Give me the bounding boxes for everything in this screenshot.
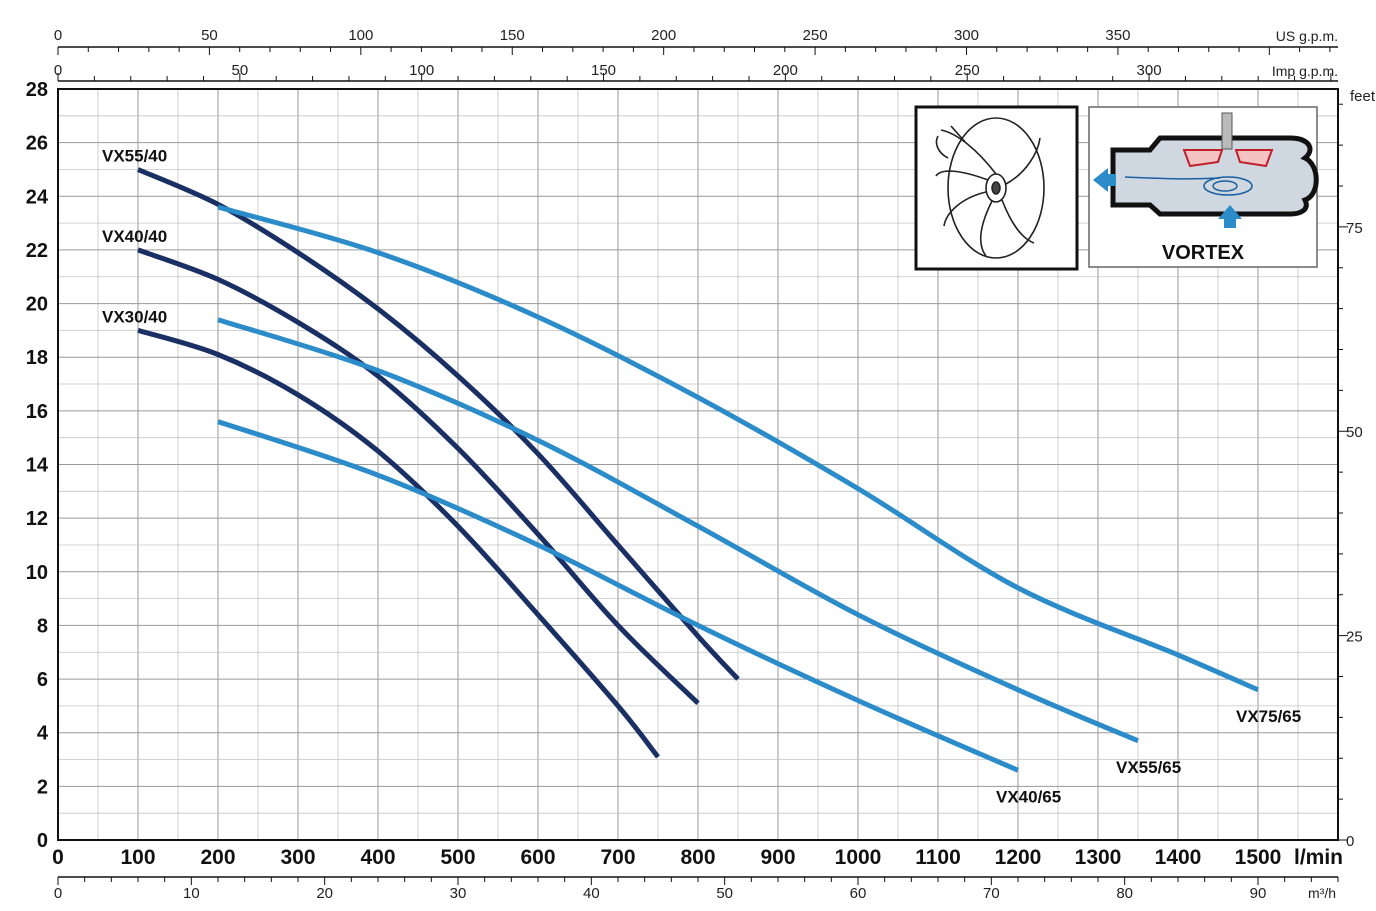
- imp-tick-label: 50: [231, 62, 248, 79]
- y-tick-label: 14: [26, 455, 49, 477]
- y-tick-label: 22: [26, 240, 48, 262]
- x-tick-label: 800: [680, 846, 715, 869]
- curve-vx55-40: [137, 167, 740, 681]
- x-tick-label: 1200: [995, 846, 1042, 869]
- m3h-tick-label: 10: [183, 885, 200, 902]
- y-tick-label: 24: [26, 186, 49, 208]
- x-tick-label: 400: [360, 846, 395, 869]
- y-tick-label: 16: [26, 401, 48, 423]
- m3h-tick-label: 40: [583, 885, 600, 902]
- series-label-vx75-65: VX75/65: [1236, 707, 1301, 726]
- impeller-inset: [914, 105, 1079, 271]
- y-tick-label: 18: [26, 347, 48, 369]
- impeller-icon: [935, 117, 1045, 259]
- series-label-vx55-40: VX55/40: [102, 146, 167, 165]
- plot-frame: [57, 88, 1339, 841]
- y-tick-label: 12: [26, 508, 48, 530]
- curve-vx40-65: [217, 419, 1020, 773]
- curves: [137, 167, 1259, 773]
- m3h-tick-label: 50: [716, 885, 733, 902]
- feet-tick-label: 50: [1346, 424, 1363, 441]
- y-tick-label: 0: [37, 830, 48, 852]
- series-label-vx40-65: VX40/65: [996, 787, 1061, 806]
- y-tick-label: 28: [26, 79, 48, 101]
- vortex-pump-icon: [1093, 112, 1319, 228]
- y-tick-label: 2: [37, 776, 48, 798]
- us-tick-label: 250: [803, 27, 828, 44]
- y-tick-label: 6: [37, 669, 48, 691]
- imp-tick-label: 300: [1137, 62, 1162, 79]
- x-tick-label: 700: [600, 846, 635, 869]
- imp-tick-label: 150: [591, 62, 616, 79]
- imp-tick-label: 0: [54, 62, 62, 79]
- us-tick-label: 200: [651, 27, 676, 44]
- us-tick-label: 350: [1105, 27, 1130, 44]
- curve-vx75-65: [217, 204, 1259, 693]
- feet-tick-label: 0: [1346, 833, 1354, 850]
- m3h-axis-label: m³/h: [1308, 885, 1336, 901]
- x-axis-label: l/min: [1294, 846, 1343, 869]
- us-tick-label: 300: [954, 27, 979, 44]
- us-tick-label: 0: [54, 27, 62, 44]
- x-tick-label: 1400: [1155, 846, 1202, 869]
- x-tick-label: 600: [520, 846, 555, 869]
- m3h-tick-label: 80: [1116, 885, 1133, 902]
- feet-axis-label: feet: [1350, 88, 1376, 105]
- x-tick-label: 1300: [1075, 846, 1122, 869]
- m3h-tick-label: 30: [450, 885, 467, 902]
- us-axis-label: US g.p.m.: [1276, 28, 1338, 44]
- us-tick-label: 100: [348, 27, 373, 44]
- y-tick-label: 26: [26, 133, 48, 155]
- y-tick-label: 8: [37, 615, 48, 637]
- curve-vx55-65: [217, 317, 1139, 744]
- series-label-vx55-65: VX55/65: [1116, 758, 1181, 777]
- x-tick-label: 200: [200, 846, 235, 869]
- m3h-tick-label: 60: [850, 885, 867, 902]
- x-tick-label: 100: [120, 846, 155, 869]
- m3h-tick-label: 70: [983, 885, 1000, 902]
- series-label-vx30-40: VX30/40: [102, 307, 167, 326]
- feet-tick-label: 75: [1346, 220, 1363, 237]
- vortex-label: VORTEX: [1162, 242, 1245, 264]
- m3h-tick-label: 90: [1250, 885, 1267, 902]
- x-tick-label: 300: [280, 846, 315, 869]
- vortex-inset: VORTEX: [1088, 106, 1319, 268]
- x-tick-label: 1000: [835, 846, 882, 869]
- axes: [57, 46, 1348, 885]
- x-tick-label: 0: [52, 846, 64, 869]
- imp-tick-label: 250: [955, 62, 980, 79]
- imp-tick-label: 200: [773, 62, 798, 79]
- x-tick-label: 1500: [1235, 846, 1282, 869]
- m3h-tick-label: 0: [54, 885, 62, 902]
- us-tick-label: 50: [201, 27, 218, 44]
- m3h-tick-label: 20: [316, 885, 333, 902]
- y-tick-label: 20: [26, 294, 48, 316]
- series-label-vx40-40: VX40/40: [102, 227, 167, 246]
- imp-tick-label: 100: [409, 62, 434, 79]
- curve-vx40-40: [137, 247, 700, 705]
- x-tick-label: 500: [440, 846, 475, 869]
- x-tick-label: 900: [760, 846, 795, 869]
- y-tick-label: 10: [26, 562, 48, 584]
- feet-tick-label: 25: [1346, 629, 1363, 646]
- y-tick-label: 4: [37, 723, 49, 745]
- imp-axis-label: Imp g.p.m.: [1272, 63, 1338, 79]
- us-tick-label: 150: [500, 27, 525, 44]
- x-tick-label: 1100: [915, 846, 961, 869]
